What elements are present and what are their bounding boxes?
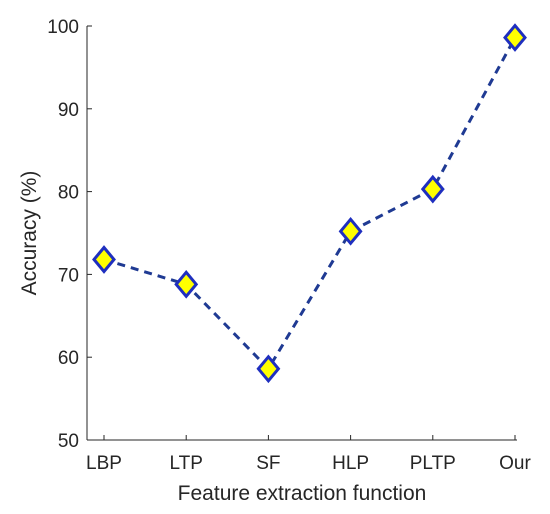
data-point xyxy=(503,23,527,52)
x-tick-label: LBP xyxy=(86,453,122,474)
series-line xyxy=(103,36,517,372)
y-ticks: 50 60 70 80 90 100 xyxy=(47,17,92,452)
data-markers xyxy=(92,23,527,384)
y-tick-label: 100 xyxy=(47,17,79,38)
data-point xyxy=(338,217,363,246)
data-point xyxy=(256,354,281,384)
x-tick-label: HLP xyxy=(332,453,369,474)
data-point xyxy=(420,174,445,204)
y-tick-label: 90 xyxy=(58,100,79,121)
y-tick-label: 70 xyxy=(58,265,79,286)
plot-area: 50 60 70 80 90 100 LBP LTP SF HLP PLTP Our xyxy=(47,17,531,474)
x-axis-title: Feature extraction function xyxy=(178,482,427,505)
x-tick-label: PLTP xyxy=(410,453,456,474)
x-tick-label: Our xyxy=(499,453,531,474)
y-tick-label: 60 xyxy=(58,348,79,369)
x-ticks: LBP LTP SF HLP PLTP Our xyxy=(86,435,532,474)
y-tick-label: 50 xyxy=(58,431,79,452)
x-tick-label: LTP xyxy=(169,453,202,474)
x-tick-label: SF xyxy=(256,453,280,474)
y-axis-title: Accuracy (%) xyxy=(18,171,41,296)
data-point xyxy=(92,245,116,274)
y-tick-label: 80 xyxy=(58,183,79,204)
data-point xyxy=(174,269,199,299)
